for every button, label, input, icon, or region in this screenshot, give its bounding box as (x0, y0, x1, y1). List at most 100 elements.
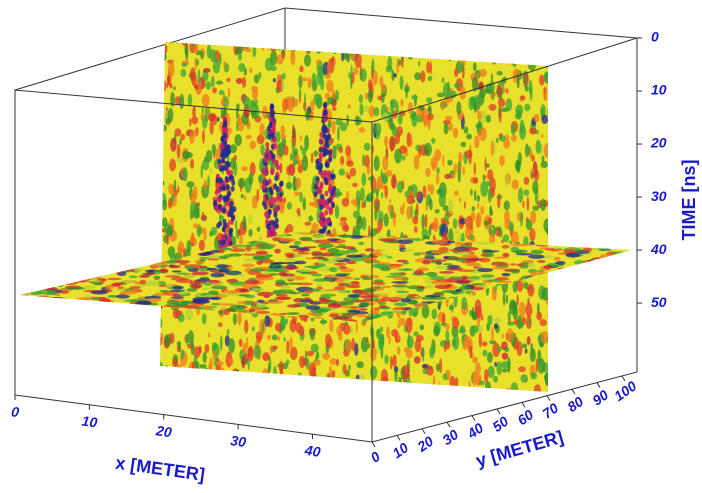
texture-streak (139, 276, 150, 278)
texture-streak (227, 290, 240, 294)
texture-streak (548, 127, 550, 132)
texture-streak (539, 74, 545, 85)
texture-streak (204, 294, 216, 297)
texture-streak (453, 127, 458, 138)
texture-streak (116, 319, 127, 323)
texture-streak (21, 301, 36, 304)
texture-streak (455, 289, 462, 292)
texture-streak (491, 45, 495, 60)
texture-streak (23, 321, 40, 323)
texture-streak (158, 317, 163, 328)
texture-streak (256, 251, 268, 255)
texture-streak (435, 285, 451, 290)
texture-streak (356, 361, 364, 368)
texture-streak (257, 227, 261, 232)
texture-streak (319, 163, 323, 169)
texture-streak (531, 172, 534, 178)
texture-streak (403, 268, 409, 270)
texture-streak (501, 39, 508, 51)
texture-streak (335, 205, 340, 218)
texture-streak (91, 318, 97, 323)
texture-streak (96, 267, 105, 272)
texture-streak (312, 73, 317, 87)
texture-streak (188, 94, 192, 107)
texture-streak (382, 156, 388, 171)
texture-streak (386, 256, 392, 258)
texture-streak (530, 372, 537, 379)
texture-streak (34, 238, 48, 240)
texture-streak (466, 263, 481, 267)
texture-streak (121, 314, 134, 317)
y-tick-label: 60 (514, 406, 536, 428)
texture-streak (193, 299, 202, 303)
texture-streak (467, 47, 473, 59)
texture-streak (96, 248, 103, 252)
texture-streak (28, 318, 43, 322)
texture-streak (211, 285, 227, 289)
texture-streak (97, 323, 114, 325)
texture-streak (207, 108, 209, 119)
texture-streak (464, 217, 467, 224)
texture-streak (601, 291, 611, 294)
texture-streak (46, 265, 60, 268)
texture-streak (357, 196, 360, 211)
texture-streak (329, 386, 336, 398)
texture-streak (322, 353, 330, 360)
texture-streak (129, 275, 138, 278)
texture-streak (281, 134, 286, 140)
texture-streak (203, 228, 206, 241)
texture-streak (176, 272, 188, 274)
texture-streak (205, 81, 211, 89)
texture-streak (621, 307, 639, 310)
texture-streak (280, 380, 285, 388)
texture-streak (623, 244, 632, 248)
texture-streak (64, 246, 80, 249)
texture-streak (255, 311, 270, 314)
texture-streak (85, 273, 95, 276)
texture-streak (305, 108, 310, 120)
texture-streak (384, 186, 388, 199)
texture-streak (410, 114, 414, 118)
texture-streak (117, 304, 130, 308)
texture-streak (28, 230, 37, 234)
y-tick (447, 422, 450, 427)
texture-streak (372, 252, 383, 256)
texture-streak (68, 311, 75, 313)
texture-streak (162, 181, 165, 186)
texture-streak (282, 98, 286, 114)
texture-streak (517, 341, 523, 356)
texture-streak (578, 302, 595, 305)
texture-streak (18, 321, 26, 323)
texture-streak (422, 260, 430, 265)
texture-streak (501, 47, 507, 51)
texture-streak (142, 244, 155, 248)
texture-streak (267, 38, 270, 50)
texture-streak (24, 264, 40, 268)
z-tick-label: 30 (651, 188, 667, 204)
texture-streak (50, 272, 62, 276)
texture-streak (346, 285, 361, 288)
texture-streak (145, 321, 154, 324)
texture-streak (431, 280, 439, 284)
texture-streak (599, 318, 615, 321)
texture-streak (162, 45, 167, 54)
texture-streak (356, 382, 364, 389)
y-tick-label: 30 (439, 426, 461, 448)
texture-streak (603, 245, 620, 248)
texture-streak (541, 331, 549, 344)
texture-streak (227, 144, 231, 150)
texture-streak (171, 193, 174, 203)
texture-streak (109, 321, 122, 325)
texture-streak (483, 36, 489, 52)
texture-streak (532, 228, 534, 239)
texture-streak (271, 264, 279, 267)
texture-streak (296, 208, 300, 214)
texture-streak (502, 353, 509, 360)
texture-streak (406, 349, 413, 359)
texture-streak (623, 230, 634, 235)
texture-streak (196, 42, 198, 54)
texture-streak (487, 352, 493, 363)
texture-streak (308, 215, 313, 221)
texture-streak (208, 392, 214, 397)
texture-streak (65, 313, 77, 317)
